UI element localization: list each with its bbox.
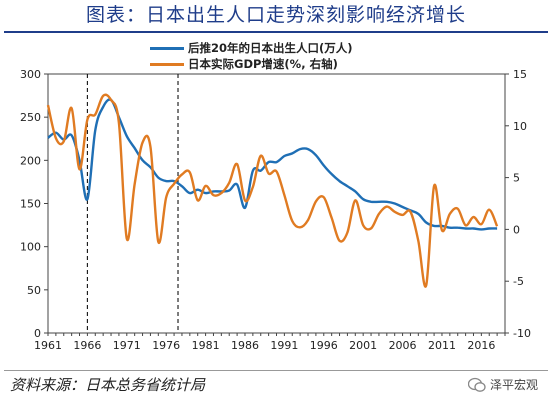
legend-label-births: 后推20年的日本出生人口(万人)	[188, 41, 353, 55]
left-axis-tick-label: 50	[27, 284, 41, 297]
x-axis-tick-label: 1961	[34, 339, 62, 352]
x-axis-tick-label: 2001	[349, 339, 377, 352]
legend-item-gdp: 日本实际GDP增速(%, 右轴)	[150, 56, 353, 72]
left-axis-tick-label: 200	[20, 154, 41, 167]
footer-divider	[4, 370, 548, 371]
legend-swatch-gdp	[150, 62, 184, 66]
x-axis-tick-label: 2011	[428, 339, 456, 352]
x-axis-tick-label: 2006	[389, 339, 417, 352]
watermark-text: 泽平宏观	[489, 378, 538, 392]
left-axis-tick-label: 300	[20, 68, 41, 81]
legend: 后推20年的日本出生人口(万人) 日本实际GDP增速(%, 右轴)	[150, 40, 353, 72]
x-axis-tick-label: 1966	[73, 339, 101, 352]
x-axis-tick-label: 1986	[231, 339, 259, 352]
left-axis-tick-label: 150	[20, 198, 41, 211]
legend-swatch-births	[150, 46, 184, 50]
right-axis-tick-label: 0	[513, 223, 520, 236]
right-axis-tick-label: -10	[513, 327, 531, 340]
title-underline	[4, 31, 548, 33]
x-axis-tick-label: 1996	[310, 339, 338, 352]
right-axis-tick-label: -5	[513, 275, 524, 288]
right-axis-tick-label: 10	[513, 120, 527, 133]
gdp-series-line	[46, 93, 499, 288]
right-axis-tick-label: 15	[513, 68, 527, 81]
x-axis-tick-label: 2016	[467, 339, 495, 352]
source-note: 资料来源：日本总务省统计局	[10, 376, 206, 394]
x-axis-tick-label: 1991	[270, 339, 298, 352]
right-axis-tick-label: 5	[513, 172, 520, 185]
legend-label-gdp: 日本实际GDP增速(%, 右轴)	[188, 57, 338, 71]
x-axis-tick-label: 1976	[152, 339, 180, 352]
x-axis-tick-label: 1971	[113, 339, 141, 352]
chart-title: 图表：日本出生人口走势深刻影响经济增长	[85, 4, 466, 26]
x-axis-tick-label: 1981	[192, 339, 220, 352]
legend-item-births: 后推20年的日本出生人口(万人)	[150, 40, 353, 56]
left-axis-tick-label: 100	[20, 241, 41, 254]
left-axis-tick-label: 250	[20, 111, 41, 124]
left-axis-tick-label: 0	[34, 327, 41, 340]
chat-bubble-icon	[467, 377, 486, 392]
watermark: 泽平宏观	[467, 376, 538, 393]
births-series-line	[47, 98, 498, 231]
